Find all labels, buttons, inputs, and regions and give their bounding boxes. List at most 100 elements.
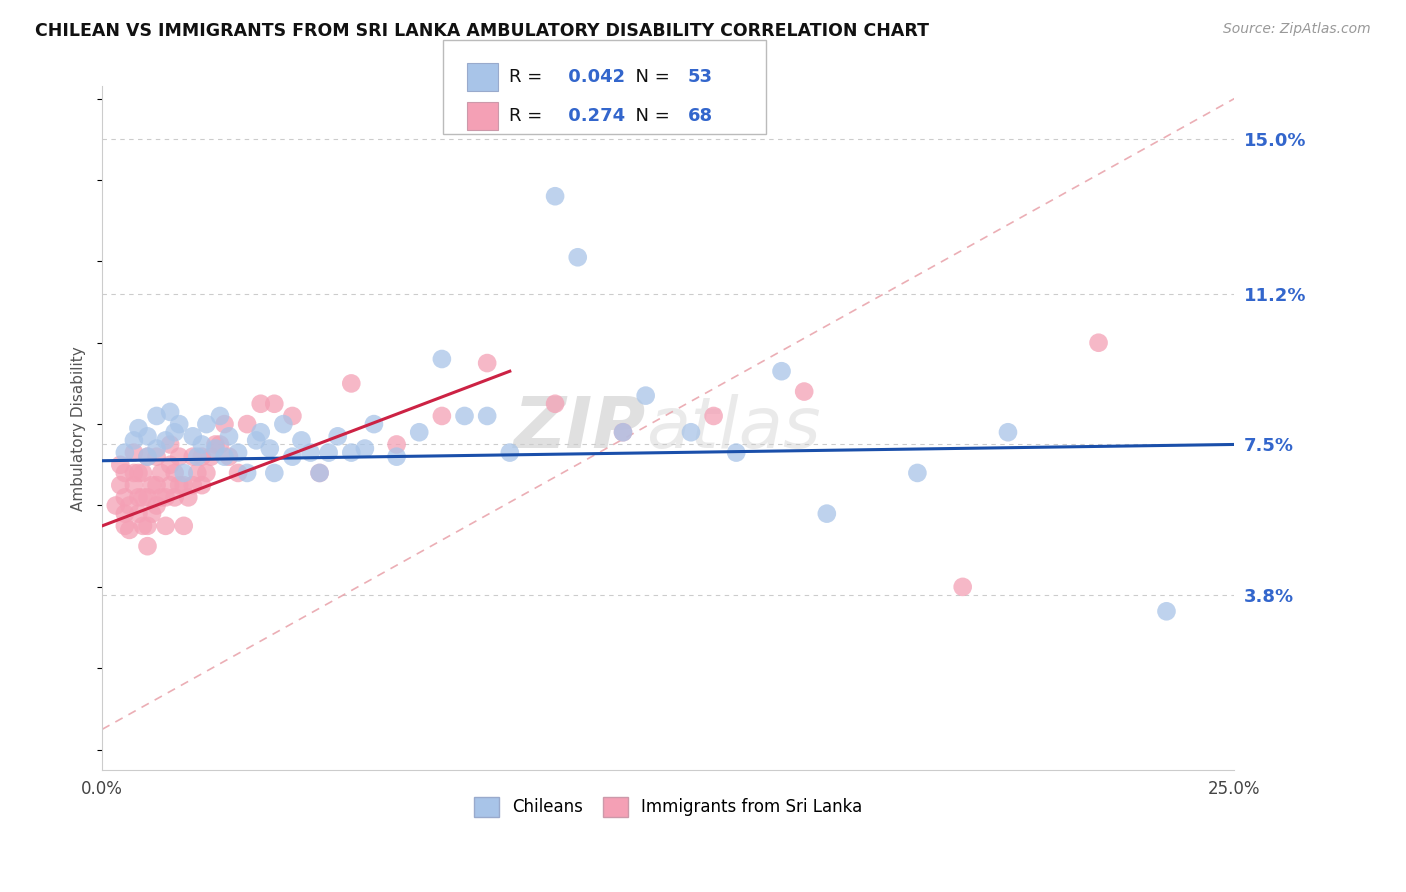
Point [155, 434, 177, 448]
Point [612, 425, 634, 440]
Point [167, 417, 190, 431]
Point [118, 523, 141, 537]
Point [236, 417, 259, 431]
Point [475, 409, 498, 423]
Point [318, 445, 340, 459]
Point [145, 442, 167, 456]
Point [544, 189, 567, 203]
Point [281, 409, 304, 423]
Point [132, 466, 155, 480]
Point [770, 364, 793, 378]
Point [191, 450, 214, 464]
Point [145, 450, 167, 464]
Point [136, 491, 159, 505]
Point [997, 425, 1019, 440]
Point [159, 478, 181, 492]
Point [354, 442, 377, 456]
Point [177, 491, 200, 505]
Text: N =: N = [624, 107, 676, 125]
Point [326, 429, 349, 443]
Point [385, 450, 408, 464]
Point [204, 442, 226, 456]
Point [163, 466, 186, 480]
Point [263, 466, 285, 480]
Point [385, 437, 408, 451]
Point [245, 434, 267, 448]
Point [118, 499, 141, 513]
Point [145, 499, 167, 513]
Point [299, 445, 322, 459]
Point [249, 397, 271, 411]
Point [290, 434, 312, 448]
Point [679, 425, 702, 440]
Point [136, 450, 159, 464]
Point [127, 421, 149, 435]
Point [167, 450, 190, 464]
Point [110, 458, 132, 472]
Point [122, 445, 145, 459]
Point [430, 409, 453, 423]
Point [634, 389, 657, 403]
Point [612, 425, 634, 440]
Text: 53: 53 [688, 68, 713, 86]
Point [815, 507, 838, 521]
Point [191, 437, 214, 451]
Point [195, 466, 218, 480]
Text: CHILEAN VS IMMIGRANTS FROM SRI LANKA AMBULATORY DISABILITY CORRELATION CHART: CHILEAN VS IMMIGRANTS FROM SRI LANKA AMB… [35, 22, 929, 40]
Text: atlas: atlas [645, 393, 820, 463]
Point [340, 445, 363, 459]
Point [725, 445, 748, 459]
Point [173, 519, 195, 533]
Y-axis label: Ambulatory Disability: Ambulatory Disability [72, 346, 86, 510]
Point [259, 442, 281, 456]
Text: Source: ZipAtlas.com: Source: ZipAtlas.com [1223, 22, 1371, 37]
Point [236, 466, 259, 480]
Point [499, 445, 522, 459]
Point [204, 437, 226, 451]
Point [132, 491, 155, 505]
Point [408, 425, 430, 440]
Point [173, 466, 195, 480]
Point [114, 445, 136, 459]
Point [150, 466, 173, 480]
Point [159, 405, 181, 419]
Point [132, 519, 155, 533]
Point [173, 478, 195, 492]
Text: 0.274: 0.274 [562, 107, 626, 125]
Text: ZIP: ZIP [513, 393, 645, 463]
Point [430, 351, 453, 366]
Point [104, 499, 127, 513]
Point [127, 507, 149, 521]
Point [141, 507, 163, 521]
Point [793, 384, 815, 399]
Point [159, 437, 181, 451]
Point [703, 409, 725, 423]
Legend: Chileans, Immigrants from Sri Lanka: Chileans, Immigrants from Sri Lanka [467, 790, 869, 823]
Point [155, 491, 177, 505]
Point [127, 466, 149, 480]
Point [163, 491, 186, 505]
Point [475, 356, 498, 370]
Text: R =: R = [509, 107, 548, 125]
Point [167, 478, 190, 492]
Point [127, 491, 149, 505]
Point [218, 450, 240, 464]
Point [155, 519, 177, 533]
Point [110, 478, 132, 492]
Point [214, 417, 236, 431]
Point [1156, 604, 1178, 618]
Point [195, 417, 218, 431]
Point [453, 409, 475, 423]
Point [905, 466, 928, 480]
Point [159, 458, 181, 472]
Point [226, 445, 249, 459]
Point [249, 425, 271, 440]
Point [114, 466, 136, 480]
Point [136, 450, 159, 464]
Point [186, 450, 208, 464]
Point [218, 429, 240, 443]
Point [281, 450, 304, 464]
Point [114, 507, 136, 521]
Point [145, 478, 167, 492]
Text: 0.042: 0.042 [562, 68, 626, 86]
